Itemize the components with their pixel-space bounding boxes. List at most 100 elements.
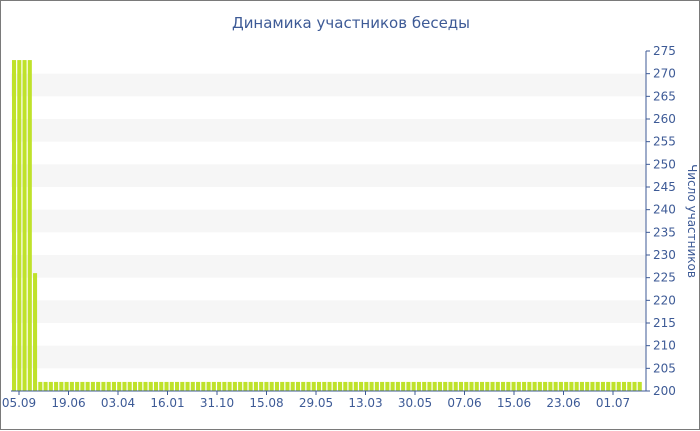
bar — [54, 381, 59, 391]
bar — [243, 381, 248, 391]
bar — [217, 381, 222, 391]
y-tick-label: 270 — [653, 67, 676, 81]
x-tick-label: 05.09 — [2, 396, 36, 410]
bar — [127, 381, 132, 391]
bar — [227, 381, 232, 391]
y-tick-label: 275 — [653, 44, 676, 58]
bar — [427, 381, 432, 391]
bar — [369, 381, 374, 391]
bar — [395, 381, 400, 391]
bar — [148, 381, 153, 391]
bar — [453, 381, 458, 391]
bar — [38, 381, 43, 391]
bar — [401, 381, 406, 391]
bar — [164, 381, 169, 391]
y-tick-label: 260 — [653, 112, 676, 126]
y-tick-labels: 200 205 210 215 220 225 230 235 240 245 250 255 260 2… — [653, 44, 676, 398]
bar — [469, 381, 474, 391]
bar — [64, 381, 69, 391]
bar — [558, 381, 563, 391]
grid-band — [11, 255, 646, 278]
bar — [169, 381, 174, 391]
bar — [437, 381, 442, 391]
bar — [85, 381, 90, 391]
bar — [511, 381, 516, 391]
x-tick-label: 19.06 — [51, 396, 85, 410]
bar — [59, 381, 64, 391]
bar — [122, 381, 127, 391]
bar — [579, 381, 584, 391]
y-tick-label: 225 — [653, 271, 676, 285]
bar — [543, 381, 548, 391]
bar — [600, 381, 605, 391]
x-tick-label: 29.05 — [299, 396, 333, 410]
y-tick-label: 205 — [653, 361, 676, 375]
bar — [90, 381, 95, 391]
bar — [201, 381, 206, 391]
bar — [374, 381, 379, 391]
bar — [522, 381, 527, 391]
grid-band — [11, 300, 646, 323]
bar — [117, 381, 122, 391]
y-tick-label: 215 — [653, 316, 676, 330]
y-tick-label: 235 — [653, 225, 676, 239]
bar — [443, 381, 448, 391]
y-tick-label: 250 — [653, 157, 676, 171]
bar — [264, 381, 269, 391]
bar — [153, 381, 159, 391]
bar — [190, 381, 195, 391]
grid-band — [11, 164, 646, 187]
grid-band — [11, 345, 646, 369]
axes — [11, 50, 650, 395]
bar — [485, 381, 490, 391]
chart-title: Динамика участников беседы — [231, 14, 471, 32]
bar — [138, 381, 143, 391]
x-tick-label: 07.06 — [447, 396, 481, 410]
bar — [632, 381, 637, 391]
bar — [380, 381, 385, 391]
bar — [359, 381, 364, 391]
bar — [248, 381, 253, 391]
x-tick-label: 01.07 — [596, 396, 630, 410]
bar — [206, 381, 211, 391]
y-tick-label: 255 — [653, 135, 676, 149]
bar — [311, 381, 316, 391]
x-tick-label: 16.01 — [150, 396, 184, 410]
y-tick-label: 200 — [653, 384, 676, 398]
bar — [75, 381, 80, 391]
bar — [338, 381, 343, 391]
bar — [501, 381, 506, 391]
bar — [590, 381, 595, 391]
bar — [353, 381, 358, 391]
bar — [327, 381, 332, 391]
bar — [595, 381, 600, 391]
bar — [33, 273, 38, 391]
bar — [290, 381, 295, 391]
y-tick-label: 245 — [653, 180, 676, 194]
grid-band — [11, 209, 646, 233]
bar — [474, 381, 479, 391]
x-tick-labels: 05.09 19.06 03.04 16.01 31.10 15.08 29.05 13.03… — [2, 396, 630, 410]
bar — [432, 381, 437, 391]
x-tick-label: 23.06 — [546, 396, 580, 410]
bar — [364, 381, 369, 391]
bar — [111, 381, 116, 391]
bar — [211, 381, 216, 391]
bar — [48, 381, 53, 391]
bar — [238, 381, 243, 391]
bar — [464, 381, 469, 391]
bar — [80, 381, 85, 391]
bar — [22, 60, 27, 391]
bar — [574, 381, 579, 391]
bar — [343, 381, 348, 391]
bar — [490, 381, 495, 391]
bar — [479, 381, 485, 391]
bar — [17, 60, 22, 391]
bar — [43, 381, 48, 391]
x-tick-label: 31.10 — [200, 396, 234, 410]
bar — [390, 381, 395, 391]
bar — [159, 381, 164, 391]
bar — [96, 381, 101, 391]
